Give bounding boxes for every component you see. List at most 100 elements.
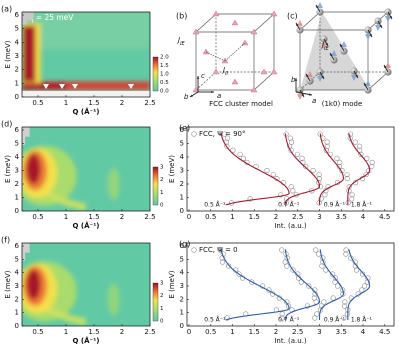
spin-cone [385, 16, 391, 22]
colorbar-label: 3 [160, 165, 164, 171]
data-point [340, 287, 346, 293]
heatmap [22, 243, 150, 326]
y-tick-label: 2 [15, 295, 19, 303]
x-tick-label: 3.5 [336, 213, 347, 221]
y-tick-label: 0 [180, 207, 184, 215]
x-tick-label: 1.5 [88, 213, 99, 221]
x-tick-label: 0 [187, 328, 191, 336]
spin-cone [341, 41, 347, 47]
edge [367, 71, 389, 91]
moment [270, 68, 278, 75]
axes-frame [186, 242, 395, 327]
x-axis-label: Q (Å⁻¹) [73, 221, 100, 230]
moment [241, 39, 249, 46]
data-point [247, 196, 253, 202]
data-point [237, 151, 243, 157]
y-tick-label: 4 [180, 153, 185, 161]
arrow-head [384, 65, 387, 68]
coupling-label: JIE [176, 36, 186, 47]
y-tick-label: 6 [180, 126, 185, 134]
spin-cone [297, 20, 303, 26]
data-point [321, 299, 327, 305]
panel-label: (f) [1, 236, 10, 245]
data-point [314, 311, 320, 317]
data-point [270, 171, 276, 178]
data-point [310, 167, 316, 174]
x-tick-label: 1 [64, 213, 68, 221]
elastic-band [22, 81, 150, 91]
x-tick-label: 2.5 [144, 328, 155, 336]
data-point [369, 159, 375, 165]
data-point [344, 176, 350, 182]
arrow-head [309, 93, 312, 96]
arrow-head [316, 5, 319, 8]
panel-title: FCC, Ψ = 90° [199, 130, 245, 138]
arrow-head [306, 74, 309, 77]
fit-curve [284, 133, 321, 205]
title-end: = 25 meV [33, 13, 74, 22]
colorbar-label: 2 [160, 177, 164, 183]
panel-label: (g) [179, 240, 190, 249]
x-tick-label: 1.5 [88, 328, 99, 336]
y-tick-label: 0 [15, 322, 19, 330]
x-tick-label: 1.5 [249, 328, 260, 336]
x-tick-label: 2.5 [144, 99, 155, 107]
data-point [332, 275, 338, 281]
x-tick-label: 3.5 [336, 328, 347, 336]
y-tick-label: 3 [15, 282, 19, 290]
edge [195, 71, 217, 91]
spin-cone [351, 75, 357, 81]
fit-curve [347, 249, 371, 320]
fit-curve [220, 249, 290, 321]
y-tick-label: 4 [15, 38, 20, 46]
y-tick-label: 2 [180, 180, 184, 188]
data-point [369, 163, 375, 170]
secondary [107, 283, 120, 316]
spin-cone [321, 43, 327, 49]
data-point [329, 271, 336, 277]
moment [212, 68, 220, 75]
y-tick-label: 4 [15, 153, 20, 161]
panel-title: SEQUOIA, Ei = 25 meV [32, 13, 74, 25]
data-point [356, 143, 363, 149]
data-point [284, 299, 290, 305]
data-point [225, 263, 232, 269]
data-point [330, 295, 336, 301]
axes-frame [186, 126, 395, 212]
y-tick-label: 5 [180, 140, 184, 148]
elastic-core [22, 83, 66, 89]
data-point [349, 196, 355, 202]
y-tick-label: 3 [15, 167, 19, 175]
data-point [288, 184, 294, 190]
data-point [347, 135, 353, 141]
data-point [287, 135, 293, 141]
axes-frame [21, 11, 151, 98]
arrow-head [369, 34, 372, 37]
x-tick-label: 2 [120, 99, 124, 107]
heatmap-intensity [22, 145, 120, 211]
moment [212, 10, 220, 17]
x-tick-label: 3 [317, 328, 321, 336]
y-tick-label: 3 [15, 52, 19, 60]
arrow-head [321, 76, 324, 79]
curve-label: 0.5 Å⁻¹ [204, 317, 226, 324]
data-point [353, 267, 360, 273]
arrow-head [355, 75, 358, 78]
data-point [279, 315, 285, 321]
x-axis-label: Int. (a.u.) [274, 337, 307, 345]
moment [231, 19, 239, 26]
edge [253, 13, 275, 33]
y-tick-label: 6 [15, 242, 20, 250]
legend-marker [191, 131, 197, 137]
x-tick-label: 0.5 [32, 99, 43, 107]
data-point [332, 279, 338, 285]
edge [299, 11, 321, 31]
data-point [224, 143, 230, 149]
coupling-label: JII [221, 66, 229, 77]
moment [250, 28, 258, 35]
moment [260, 68, 268, 75]
moment [221, 57, 229, 64]
axes-frame [21, 242, 151, 327]
spin-cone [317, 76, 323, 82]
x-tick-label: 0.5 [32, 213, 43, 221]
